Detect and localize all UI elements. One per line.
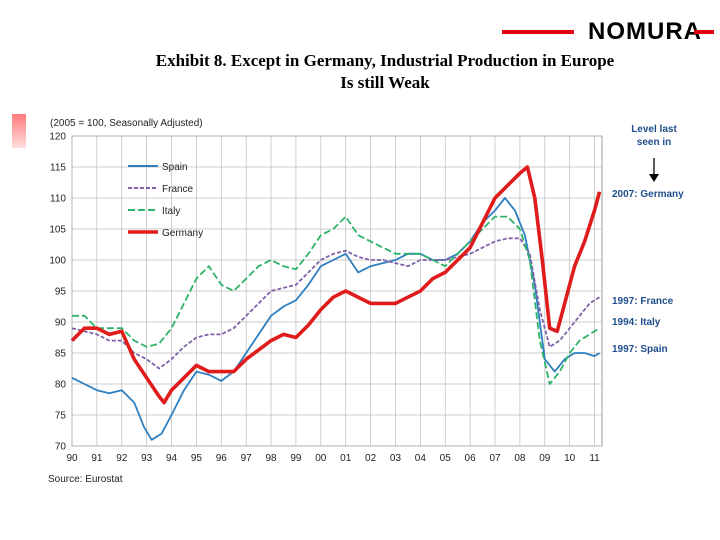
x-tick-label: 04 — [415, 453, 427, 464]
title-line-1: Exhibit 8. Except in Germany, Industrial… — [155, 51, 615, 70]
series-line-germany — [70, 165, 602, 405]
x-tick-label: 08 — [514, 453, 526, 464]
x-tick-label: 10 — [564, 453, 576, 464]
x-tick-label: 93 — [141, 453, 153, 464]
annotation-label: 1997: Spain — [612, 344, 668, 355]
y-tick-label: 85 — [55, 349, 67, 360]
title-line-2: Is still Weak — [340, 73, 430, 92]
x-tick-label: 05 — [440, 453, 452, 464]
y-tick-label: 100 — [49, 256, 66, 267]
x-tick-label: 09 — [539, 453, 551, 464]
x-tick-label: 96 — [216, 453, 228, 464]
legend-label-spain: Spain — [162, 162, 188, 173]
series-line-spain — [71, 197, 600, 441]
page-title: Exhibit 8. Except in Germany, Industrial… — [60, 50, 710, 94]
annotation-label: 2007: Germany — [612, 189, 684, 200]
annotation-arrow-head — [649, 174, 659, 182]
y-tick-label: 75 — [55, 411, 67, 422]
logo-bar — [502, 30, 574, 34]
x-tick-label: 11 — [589, 453, 600, 464]
y-tick-label: 95 — [55, 287, 67, 298]
annotation-header: Level last — [631, 124, 677, 135]
y-tick-label: 105 — [49, 225, 66, 236]
x-tick-label: 02 — [365, 453, 377, 464]
legend-label-germany: Germany — [162, 228, 203, 239]
y-tick-label: 115 — [50, 163, 66, 174]
x-tick-label: 06 — [465, 453, 477, 464]
x-tick-label: 94 — [166, 453, 178, 464]
x-tick-label: 95 — [191, 453, 203, 464]
chart-source: Source: Eurostat — [48, 474, 123, 485]
x-tick-label: 98 — [265, 453, 277, 464]
x-tick-label: 01 — [340, 453, 352, 464]
y-tick-label: 110 — [50, 194, 66, 205]
series-line-italy — [72, 215, 600, 385]
nomura-logo: NOMURA — [588, 18, 702, 45]
annotation-label: 1997: France — [612, 296, 674, 307]
x-tick-label: 92 — [116, 453, 128, 464]
x-tick-label: 99 — [290, 453, 302, 464]
legend-label-italy: Italy — [162, 206, 180, 217]
chart-subtitle: (2005 = 100, Seasonally Adjusted) — [50, 118, 203, 129]
x-tick-label: 97 — [241, 453, 253, 464]
x-tick-label: 90 — [66, 453, 78, 464]
series-line-france — [71, 237, 600, 370]
x-tick-label: 03 — [390, 453, 402, 464]
x-tick-label: 00 — [315, 453, 327, 464]
legend-label-france: France — [162, 184, 194, 195]
annotation-header: seen in — [637, 137, 671, 148]
y-tick-label: 90 — [55, 318, 67, 329]
y-tick-label: 70 — [55, 442, 67, 453]
side-accent — [12, 114, 26, 148]
x-tick-label: 91 — [91, 453, 103, 464]
y-tick-label: 80 — [55, 380, 67, 391]
annotation-label: 1994: Italy — [612, 317, 661, 328]
logo-bar-right — [694, 30, 714, 34]
x-tick-label: 07 — [489, 453, 501, 464]
y-tick-label: 120 — [49, 132, 66, 143]
